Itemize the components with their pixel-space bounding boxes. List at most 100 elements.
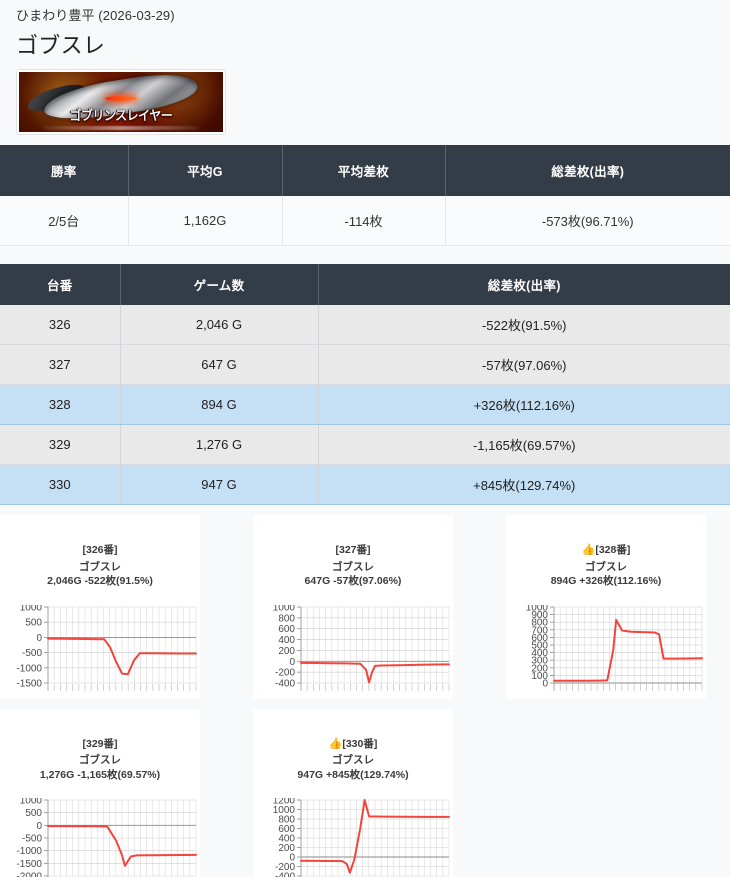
chart-card[interactable]: 👍[328番] ゴブスレ 894G +326枚(112.16%) 1000 900 800…: [506, 515, 706, 699]
table-row[interactable]: 326 2,046 G -522枚(91.5%): [0, 305, 730, 345]
svg-text:-200: -200: [275, 862, 295, 873]
banner-logo-text: ゴブリンスレイヤー: [69, 108, 173, 124]
svg-text:-1000: -1000: [16, 846, 42, 857]
svg-text:500: 500: [25, 808, 42, 819]
chart-card-stats: 1,276G -1,165枚(69.57%): [39, 768, 161, 781]
svg-text:1000: 1000: [20, 605, 43, 614]
summary-value-avg-games: 1,162G: [128, 196, 283, 246]
chart-plot: 1000 500 0 -500 -1000 -1500: [0, 605, 200, 693]
detail-cell-dai: 327: [0, 344, 121, 385]
detail-cell-games: 2,046 G: [120, 305, 319, 345]
svg-text:-1500: -1500: [16, 678, 42, 689]
svg-text:700: 700: [531, 625, 548, 636]
chart-card-machine-name: ゴブスレ: [332, 754, 374, 766]
svg-text:1000: 1000: [526, 605, 549, 614]
machine-detail-table: 台番 ゲーム数 総差枚(出率) 326 2,046 G -522枚(91.5%) 32…: [0, 264, 730, 505]
svg-text:1000: 1000: [273, 805, 296, 816]
chart-line-series: [300, 799, 450, 874]
chart-card-machine-name: ゴブスレ: [79, 754, 121, 766]
summary-table: 勝率 平均G 平均差枚 総差枚(出率) 2/5台 1,162G -114枚 -5…: [0, 145, 730, 246]
chart-card-stats: 894G +326枚(112.16%): [550, 575, 662, 587]
svg-text:200: 200: [278, 843, 295, 854]
summary-value-winrate: 2/5台: [0, 196, 129, 246]
svg-text:600: 600: [278, 824, 295, 835]
detail-cell-dai: 330: [0, 464, 121, 505]
detail-header-dai: 台番: [0, 264, 121, 305]
chart-line-series: [47, 637, 197, 675]
svg-text:800: 800: [278, 613, 295, 624]
detail-header-total: 総差枚(出率): [318, 264, 730, 305]
detail-cell-games: 947 G: [120, 464, 319, 505]
detail-cell-total: -522枚(91.5%): [318, 305, 730, 345]
chart-card-machine-number: [328番]: [595, 544, 631, 556]
detail-header-games: ゲーム数: [120, 264, 319, 305]
chart-card-grid: [326番] ゴブスレ 2,046G -522枚(91.5%) 1000 500 0 -50…: [0, 505, 730, 877]
chart-card[interactable]: [326番] ゴブスレ 2,046G -522枚(91.5%) 1000 500 0 -50…: [0, 515, 200, 699]
table-spacer: [0, 246, 730, 264]
detail-cell-games: 1,276 G: [120, 424, 319, 465]
detail-cell-total: -1,165枚(69.57%): [318, 424, 730, 465]
table-row[interactable]: 329 1,276 G -1,165枚(69.57%): [0, 424, 730, 465]
chart-card-stats: 2,046G -522枚(91.5%): [47, 575, 153, 587]
chart-card-stats: 647G -57枚(97.06%): [304, 575, 402, 587]
chart-card-title: [329番]: [0, 717, 200, 754]
detail-header-row: 台番 ゲーム数 総差枚(出率): [0, 264, 730, 305]
svg-text:-1000: -1000: [16, 663, 42, 674]
svg-text:0: 0: [289, 656, 295, 667]
detail-cell-total: +326枚(112.16%): [318, 384, 730, 425]
chart-card-title: [327番]: [253, 523, 453, 560]
summary-header-row: 勝率 平均G 平均差枚 総差枚(出率): [0, 145, 730, 196]
chart-line-series: [47, 825, 197, 867]
svg-text:500: 500: [25, 617, 42, 628]
thumbs-up-icon: 👍: [581, 544, 596, 556]
svg-text:0: 0: [289, 853, 295, 864]
svg-text:800: 800: [278, 815, 295, 826]
svg-text:-1500: -1500: [16, 859, 42, 870]
svg-text:1000: 1000: [273, 605, 296, 614]
svg-text:0: 0: [542, 678, 548, 689]
chart-card-title: 👍[328番]: [506, 523, 706, 560]
chart-card[interactable]: 👍[330番] ゴブスレ 947G +845枚(129.74%) 1200 1000 80…: [253, 708, 453, 877]
table-row[interactable]: 327 647 G -57枚(97.06%): [0, 344, 730, 385]
page-header: ひまわり豊平 (2026-03-29) ゴブスレ: [0, 0, 730, 61]
chart-card-machine-name: ゴブスレ: [585, 560, 627, 573]
summary-header-avg-games: 平均G: [128, 145, 283, 196]
chart-line-series: [553, 618, 703, 682]
svg-text:300: 300: [531, 655, 548, 666]
detail-cell-dai: 328: [0, 384, 121, 425]
chart-card[interactable]: [329番] ゴブスレ 1,276G -1,165枚(69.57%) 1000 500 0…: [0, 708, 200, 877]
chart-plot: 1000 500 0 -500 -1000 -1500 -2000: [0, 798, 200, 877]
chart-card-machine-name: ゴブスレ: [79, 560, 121, 573]
svg-text:200: 200: [278, 645, 295, 656]
detail-cell-games: 647 G: [120, 344, 319, 385]
detail-cell-dai: 329: [0, 424, 121, 465]
detail-cell-total: -57枚(97.06%): [318, 344, 730, 385]
svg-text:-400: -400: [275, 678, 295, 689]
table-row[interactable]: 330 947 G +845枚(129.74%): [0, 464, 730, 505]
summary-header-total-diff: 総差枚(出率): [445, 145, 730, 196]
machine-banner-image[interactable]: ゴブリンスレイヤー: [16, 69, 226, 135]
chart-card-machine-number: [327番]: [335, 544, 371, 556]
banner-logo-underline: [43, 125, 199, 130]
svg-text:400: 400: [278, 635, 295, 646]
banner-artwork: ゴブリンスレイヤー: [19, 72, 223, 132]
detail-cell-games: 894 G: [120, 384, 319, 425]
detail-cell-dai: 326: [0, 305, 121, 345]
summary-value-row: 2/5台 1,162G -114枚 -573枚(96.71%): [0, 196, 730, 246]
chart-card-machine-number: [330番]: [342, 737, 378, 750]
svg-text:1000: 1000: [20, 798, 43, 807]
svg-text:-400: -400: [275, 872, 295, 877]
svg-text:-500: -500: [22, 834, 42, 845]
chart-card-machine-name: ゴブスレ: [332, 560, 374, 573]
svg-text:1200: 1200: [273, 798, 296, 807]
table-row[interactable]: 328 894 G +326枚(112.16%): [0, 384, 730, 425]
detail-table-body: 326 2,046 G -522枚(91.5%) 327 647 G -57枚(97.06…: [0, 305, 730, 505]
banner-container: ゴブリンスレイヤー: [0, 61, 730, 145]
svg-text:-200: -200: [275, 667, 295, 678]
summary-value-avg-diff: -114枚: [282, 196, 446, 246]
chart-card-machine-number: [329番]: [82, 737, 118, 750]
summary-header-avg-diff: 平均差枚: [282, 145, 446, 196]
svg-text:400: 400: [278, 834, 295, 845]
chart-card[interactable]: [327番] ゴブスレ 647G -57枚(97.06%) 1000 800 600 400…: [253, 515, 453, 699]
chart-card-stats: 947G +845枚(129.74%): [297, 768, 409, 781]
